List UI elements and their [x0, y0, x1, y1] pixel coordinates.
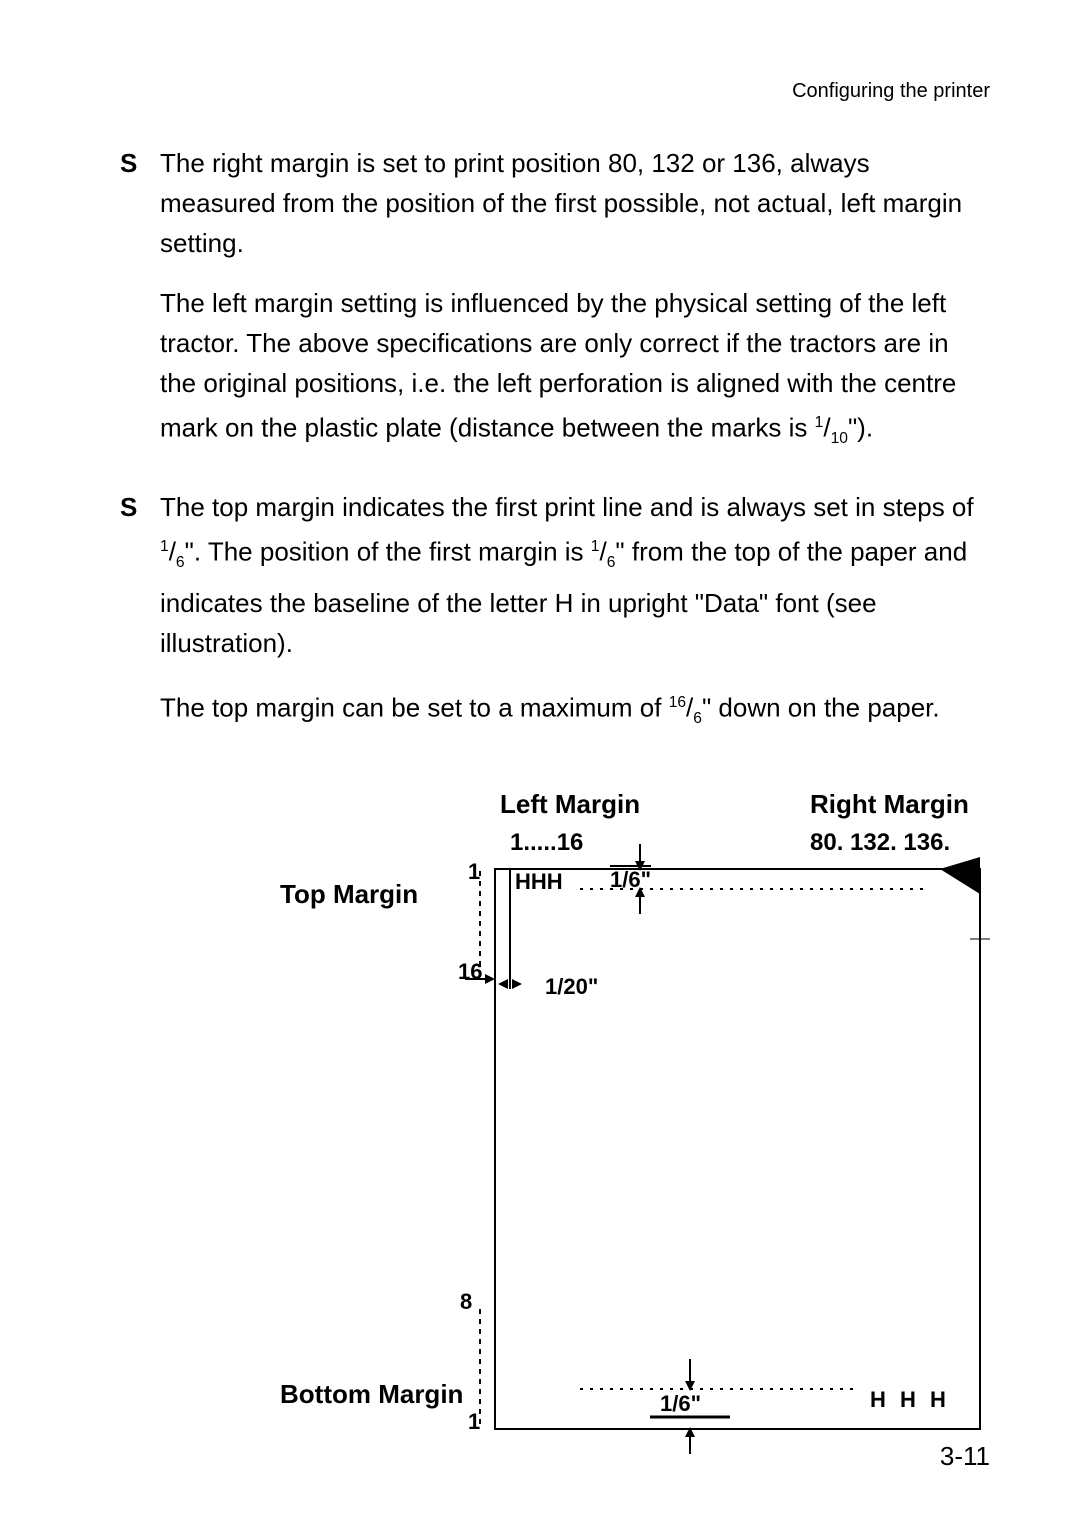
- scale-1b: 1: [468, 1409, 480, 1435]
- one-twentieth: 1/20": [545, 974, 598, 1000]
- fraction-den: 6: [693, 710, 702, 727]
- bullet-body: The right margin is set to print positio…: [160, 143, 990, 263]
- text-part: ").: [848, 413, 873, 443]
- header-section: Configuring the printer: [120, 80, 990, 103]
- scale-8: 8: [460, 1289, 472, 1315]
- bullet-marker: S: [120, 487, 160, 663]
- text-part: The top margin can be set to a maximum o…: [160, 692, 669, 722]
- top-margin-max-note: The top margin can be set to a maximum o…: [160, 683, 990, 739]
- page-number: 3-11: [940, 1441, 990, 1472]
- text-part: ".: [185, 537, 208, 567]
- fraction-num: 1: [591, 538, 600, 555]
- one-sixth-top: 1/6": [610, 867, 651, 893]
- fraction-den: 10: [831, 430, 848, 447]
- bullet-right-margin: S The right margin is set to print posit…: [120, 143, 990, 263]
- label-bottom-margin: Bottom Margin: [280, 1379, 463, 1410]
- document-page: Configuring the printer S The right marg…: [0, 0, 1080, 1522]
- bullet-top-margin: S The top margin indicates the first pri…: [120, 487, 990, 663]
- hhh-top: HHH: [515, 869, 563, 895]
- bullet-marker: S: [120, 143, 160, 263]
- left-margin-note: The left margin setting is influenced by…: [160, 283, 990, 459]
- bullet-body: The top margin indicates the first print…: [160, 487, 990, 663]
- fraction-num: 1: [160, 538, 169, 555]
- one-sixth-bottom: 1/6": [660, 1391, 701, 1417]
- text-part: The position of the first margin is: [208, 537, 591, 567]
- fraction-den: 6: [176, 554, 185, 571]
- text-part: " down on the paper.: [702, 692, 940, 722]
- margin-diagram: Left Margin Right Margin 1.....16 80. 13…: [280, 789, 1020, 1459]
- hhh-bottom: H H H: [870, 1387, 950, 1413]
- text-part: The top margin indicates the first print…: [160, 492, 974, 522]
- fraction-num: 1: [815, 414, 824, 431]
- fraction-num: 16: [669, 694, 686, 711]
- text-part: The left margin setting is influenced by…: [160, 288, 956, 443]
